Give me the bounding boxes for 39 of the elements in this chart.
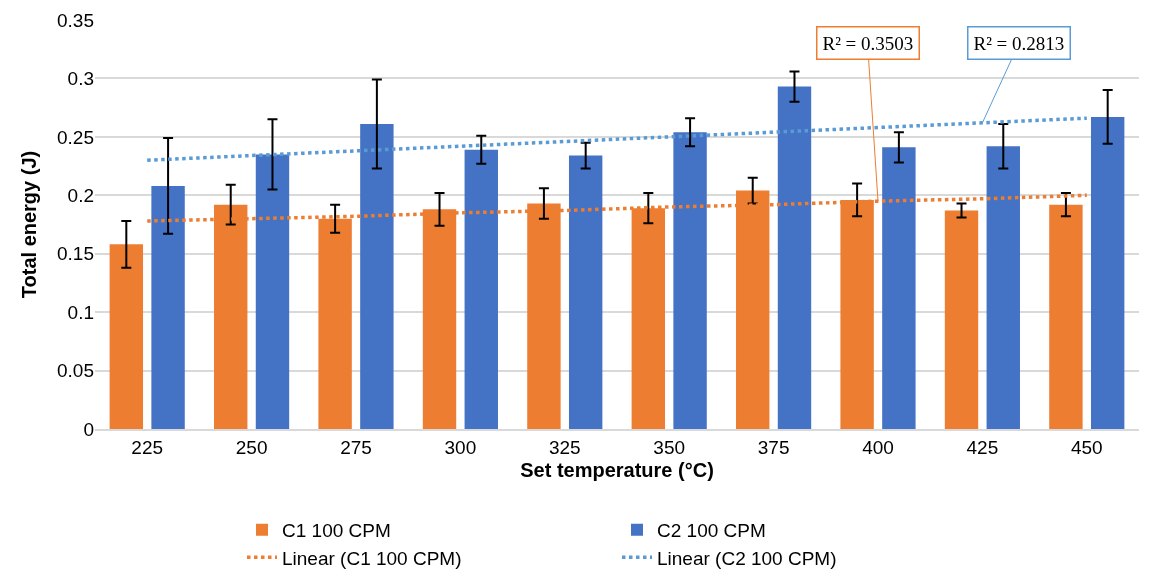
x-tick-label: 300 [444,436,477,458]
y-tick-label: 0.2 [67,184,94,206]
bar [1090,116,1125,429]
x-tick-label: 450 [1070,436,1103,458]
bar [882,147,916,429]
bar [109,244,144,429]
y-tick-label: 0 [83,418,94,440]
legend-label: Linear (C1 100 CPM) [282,547,462,569]
legend-label: C2 100 CPM [657,520,766,542]
x-tick-label: 425 [966,436,999,458]
x-tick-label: 400 [862,436,894,458]
y-tick-label: 0.05 [57,360,94,382]
y-tick-label: 0.3 [67,68,94,90]
bar [986,146,1020,429]
legend-label: Linear (C2 100 CPM) [657,547,837,569]
y-tick-label: 0.15 [57,243,94,265]
y-axis-title: Total energy (J) [17,150,40,299]
x-tick-label: 375 [757,436,790,458]
y-tick-label: 0.35 [57,9,94,31]
bar [360,124,394,429]
bar [151,185,185,429]
x-tick-label: 350 [653,436,686,458]
y-tick-label: 0.25 [57,126,94,148]
x-tick-label: 225 [131,436,164,458]
y-tick-label: 0.1 [67,301,94,323]
legend-label: C1 100 CPM [282,520,391,542]
bar [255,154,290,429]
annotation: R² = 0.2813 [973,32,1065,54]
x-axis-title: Set temperature (°C) [520,458,714,481]
bar [464,149,498,429]
x-tick-label: 325 [548,436,581,458]
bar [1049,204,1083,429]
x-tick-label: 275 [340,436,372,458]
bar [673,132,707,429]
x-tick-label: 250 [235,436,268,458]
bar [777,86,812,429]
annotation: R² = 0.3503 [822,32,914,54]
bar [944,210,979,429]
bar [568,155,603,429]
